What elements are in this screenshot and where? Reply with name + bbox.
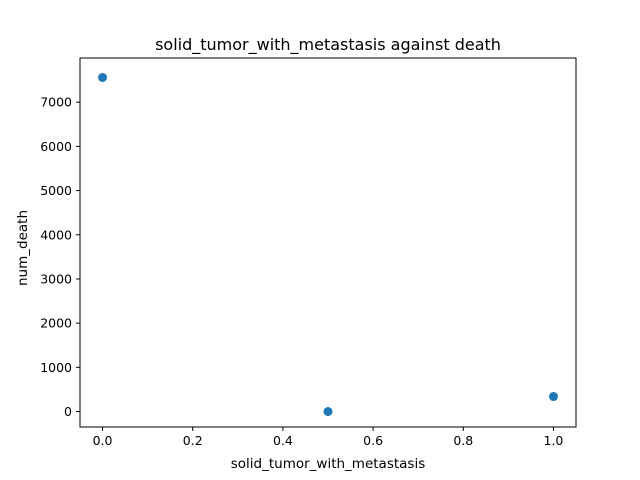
y-tick-label: 3000 xyxy=(40,271,72,286)
y-axis-label: num_death xyxy=(15,210,31,286)
data-point xyxy=(98,72,108,82)
x-tick-label: 0.0 xyxy=(93,433,113,448)
x-axis-ticks: 0.0 0.2 0.4 0.6 0.8 1.0 xyxy=(93,427,564,448)
y-tick-label: 2000 xyxy=(40,316,72,331)
y-tick-label: 4000 xyxy=(40,227,72,242)
axes-frame xyxy=(79,57,577,428)
y-tick-label: 1000 xyxy=(40,360,72,375)
data-points xyxy=(98,72,558,417)
y-axis-ticks: 0 1000 2000 3000 4000 5000 6000 7000 xyxy=(40,95,80,419)
y-tick-label: 6000 xyxy=(40,139,72,154)
y-tick-label: 5000 xyxy=(40,183,72,198)
x-tick-label: 0.2 xyxy=(183,433,203,448)
x-tick-label: 0.6 xyxy=(363,433,383,448)
chart-title: solid_tumor_with_metastasis against deat… xyxy=(155,35,501,55)
x-tick-label: 0.4 xyxy=(273,433,293,448)
x-axis-label: solid_tumor_with_metastasis xyxy=(231,456,426,472)
x-tick-label: 1.0 xyxy=(544,433,564,448)
y-tick-label: 0 xyxy=(64,404,72,419)
y-tick-label: 7000 xyxy=(40,95,72,110)
x-tick-label: 0.8 xyxy=(453,433,473,448)
data-point xyxy=(548,392,558,402)
data-point xyxy=(323,407,333,417)
